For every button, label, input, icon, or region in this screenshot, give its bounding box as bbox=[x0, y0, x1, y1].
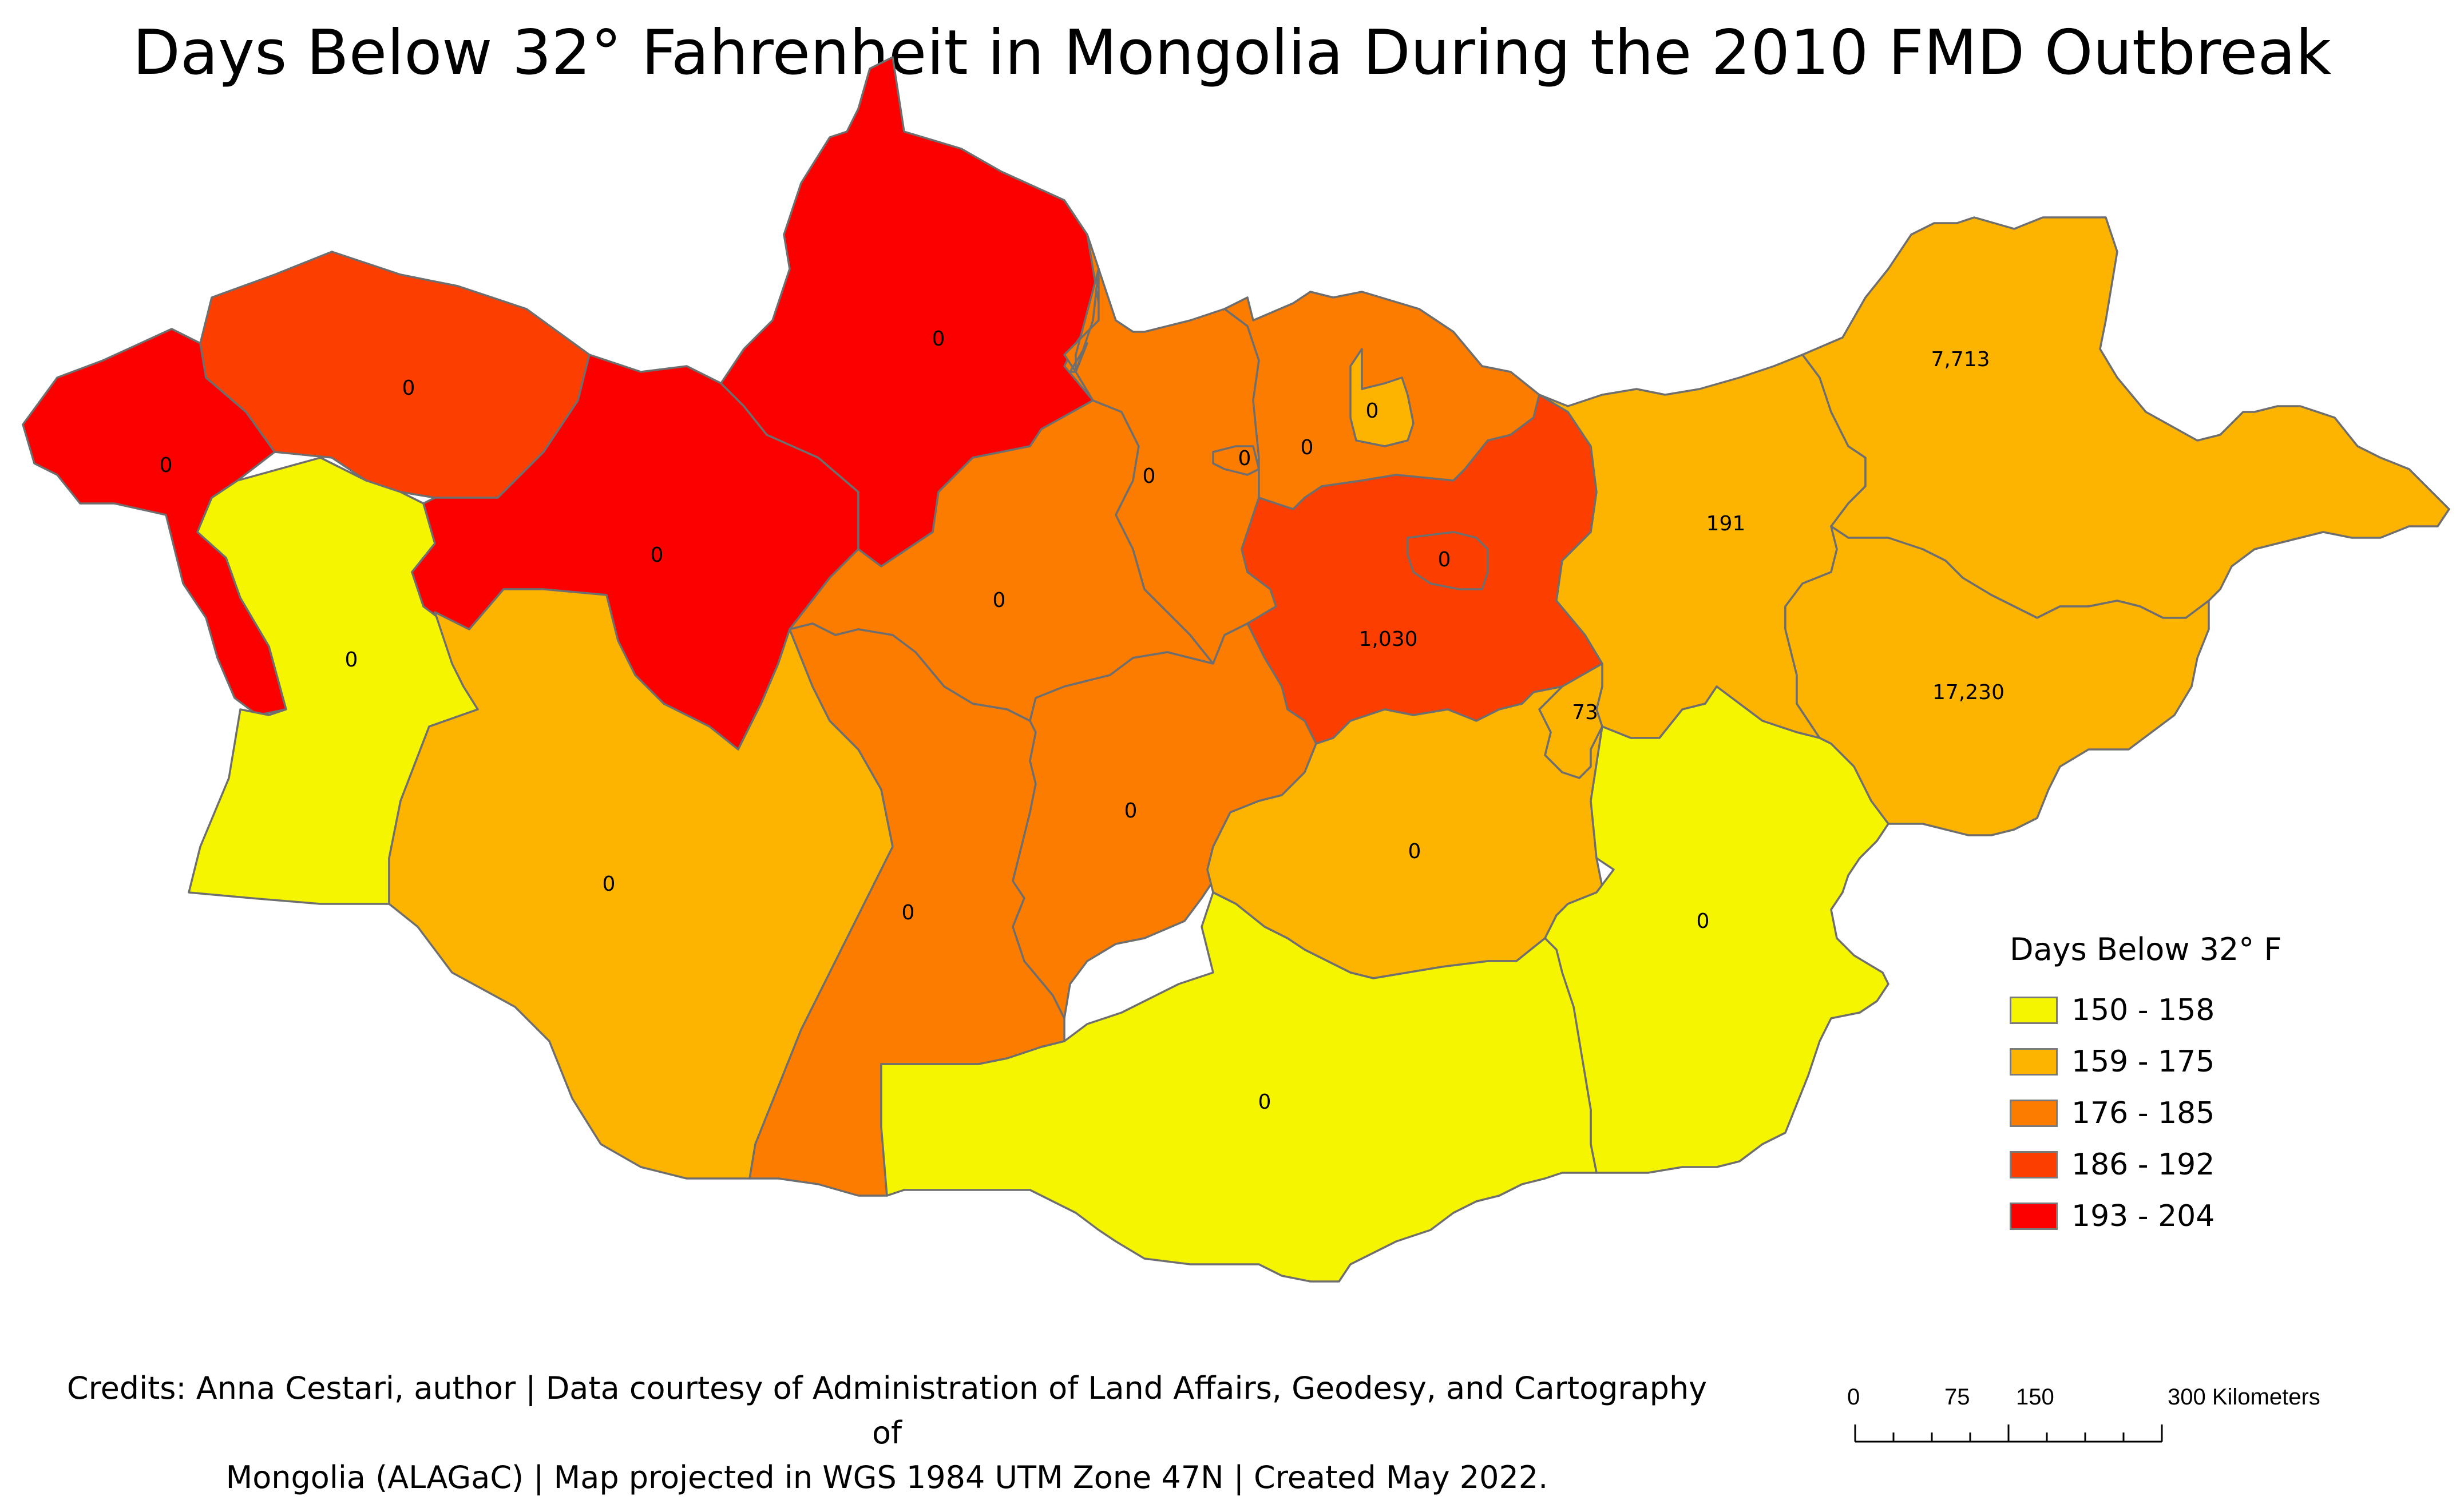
label-dundgovi: 0 bbox=[1408, 840, 1421, 863]
label-selenge: 0 bbox=[1301, 436, 1314, 459]
label-uvs: 0 bbox=[402, 376, 415, 400]
scale-tick-label: 0 bbox=[1847, 1384, 1860, 1410]
legend-item: 159 - 175 bbox=[2010, 1036, 2410, 1088]
legend-swatch bbox=[2010, 997, 2058, 1024]
region-omnogovi[interactable] bbox=[880, 891, 1598, 1283]
credits: Credits: Anna Cestari, author | Data cou… bbox=[57, 1366, 1717, 1500]
legend-label: 176 - 185 bbox=[2071, 1096, 2215, 1130]
scale-bar-ruler bbox=[1854, 1424, 2163, 1443]
region-orkhon[interactable] bbox=[1212, 445, 1260, 476]
region-ulaanbaatar[interactable] bbox=[1407, 531, 1489, 590]
legend-item: 150 - 158 bbox=[2010, 985, 2410, 1036]
label-khovd: 0 bbox=[345, 648, 358, 672]
label-tov: 1,030 bbox=[1358, 628, 1417, 651]
label-omnogovi: 0 bbox=[1258, 1090, 1271, 1114]
label-orkhon: 0 bbox=[1238, 447, 1251, 470]
label-ovorkhangai: 0 bbox=[1124, 799, 1138, 823]
scale-tick-label: 75 bbox=[1944, 1384, 1970, 1410]
legend-swatch bbox=[2010, 1151, 2058, 1178]
legend-item: 186 - 192 bbox=[2010, 1139, 2410, 1191]
legend-swatch bbox=[2010, 1203, 2058, 1230]
legend-label: 186 - 192 bbox=[2071, 1148, 2215, 1182]
legend-label: 159 - 175 bbox=[2071, 1045, 2215, 1079]
label-bayankhongor: 0 bbox=[902, 901, 915, 924]
legend-item: 193 - 204 bbox=[2010, 1191, 2410, 1242]
scale-tick-label: 150 bbox=[2016, 1384, 2054, 1410]
regions-layer bbox=[22, 56, 2450, 1283]
legend-label: 150 - 158 bbox=[2071, 993, 2215, 1027]
legend-item: 176 - 185 bbox=[2010, 1088, 2410, 1139]
legend: Days Below 32° F 150 - 158 159 - 175 176… bbox=[2010, 931, 2410, 1242]
label-govi-altai: 0 bbox=[603, 872, 616, 896]
legend-swatch bbox=[2010, 1100, 2058, 1127]
label-zavkhan: 0 bbox=[651, 543, 664, 567]
labels-layer: 0 0 0 0 0 0 0 0 0 0 0 1,030 0 191 7,713 … bbox=[160, 327, 2005, 1114]
label-dornogovi: 0 bbox=[1697, 910, 1710, 933]
label-bulgan: 0 bbox=[1143, 465, 1156, 488]
label-dornod: 7,713 bbox=[1931, 348, 1990, 371]
legend-swatch bbox=[2010, 1048, 2058, 1076]
label-bayan-olgii: 0 bbox=[160, 454, 173, 477]
label-govisumber: 73 bbox=[1572, 701, 1598, 724]
label-darkhan-uul: 0 bbox=[1366, 399, 1379, 423]
credits-line-1: Credits: Anna Cestari, author | Data cou… bbox=[66, 1370, 1708, 1451]
mongolia-map: 0 0 0 0 0 0 0 0 0 0 0 1,030 0 191 7,713 … bbox=[22, 56, 2450, 1283]
label-ulaanbaatar: 0 bbox=[1438, 548, 1451, 572]
region-darkhan-uul[interactable] bbox=[1349, 348, 1415, 447]
scale-bar: 0 75 150 300 Kilometers bbox=[1847, 1384, 2369, 1453]
label-khentii: 191 bbox=[1706, 512, 1746, 535]
label-sukhbaatar: 17,230 bbox=[1932, 681, 2005, 704]
map-title: Days Below 32° Fahrenheit in Mongolia Du… bbox=[132, 17, 2332, 89]
region-dornogovi[interactable] bbox=[1544, 685, 1889, 1174]
label-arkhangai: 0 bbox=[993, 589, 1006, 612]
legend-title: Days Below 32° F bbox=[2010, 931, 2282, 967]
credits-line-2: Mongolia (ALAGaC) | Map projected in WGS… bbox=[225, 1459, 1548, 1495]
scale-tick-label: 300 Kilometers bbox=[2168, 1384, 2320, 1410]
region-sukhbaatar[interactable] bbox=[1784, 525, 2210, 836]
label-khovsgol: 0 bbox=[932, 327, 945, 351]
legend-label: 193 - 204 bbox=[2071, 1199, 2215, 1233]
